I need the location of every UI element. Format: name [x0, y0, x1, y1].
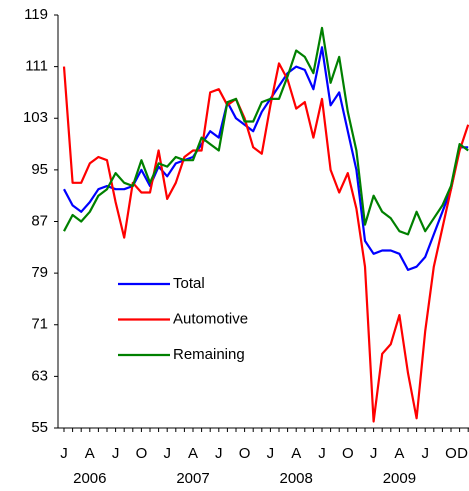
legend-label: Automotive — [173, 310, 248, 327]
year-label: 2009 — [383, 470, 416, 487]
x-tick-label: O — [342, 445, 354, 462]
x-tick-label: O — [136, 445, 148, 462]
year-label: 2008 — [280, 470, 313, 487]
x-tick-label: A — [85, 445, 95, 462]
x-tick-label: J — [163, 445, 171, 462]
legend-label: Total — [173, 275, 205, 292]
y-tick-label: 111 — [25, 58, 48, 75]
y-tick-label: 119 — [24, 6, 48, 23]
x-tick-label: J — [421, 445, 429, 462]
y-tick-label: 71 — [31, 316, 48, 333]
legend-label: Remaining — [173, 346, 245, 363]
y-tick-label: 95 — [31, 161, 48, 178]
x-tick-label: A — [394, 445, 404, 462]
x-tick-label: A — [188, 445, 198, 462]
x-tick-label: O — [445, 445, 457, 462]
x-tick-label: D — [457, 445, 468, 462]
x-tick-label: J — [215, 445, 223, 462]
x-tick-label: A — [291, 445, 301, 462]
series-line — [63, 26, 469, 236]
x-tick-label: O — [239, 445, 251, 462]
y-tick-label: 87 — [31, 212, 48, 229]
year-label: 2006 — [73, 470, 106, 487]
x-tick-label: J — [60, 445, 68, 462]
y-tick-label: 103 — [23, 109, 48, 126]
x-tick-label: J — [112, 445, 120, 462]
y-tick-label: 79 — [31, 264, 48, 281]
year-label: 2007 — [176, 470, 209, 487]
y-tick-label: 63 — [31, 367, 48, 384]
x-tick-label: J — [318, 445, 326, 462]
x-tick-label: J — [370, 445, 378, 462]
series-line — [62, 62, 469, 423]
y-tick-label: 55 — [31, 419, 48, 436]
x-tick-label: J — [267, 445, 275, 462]
